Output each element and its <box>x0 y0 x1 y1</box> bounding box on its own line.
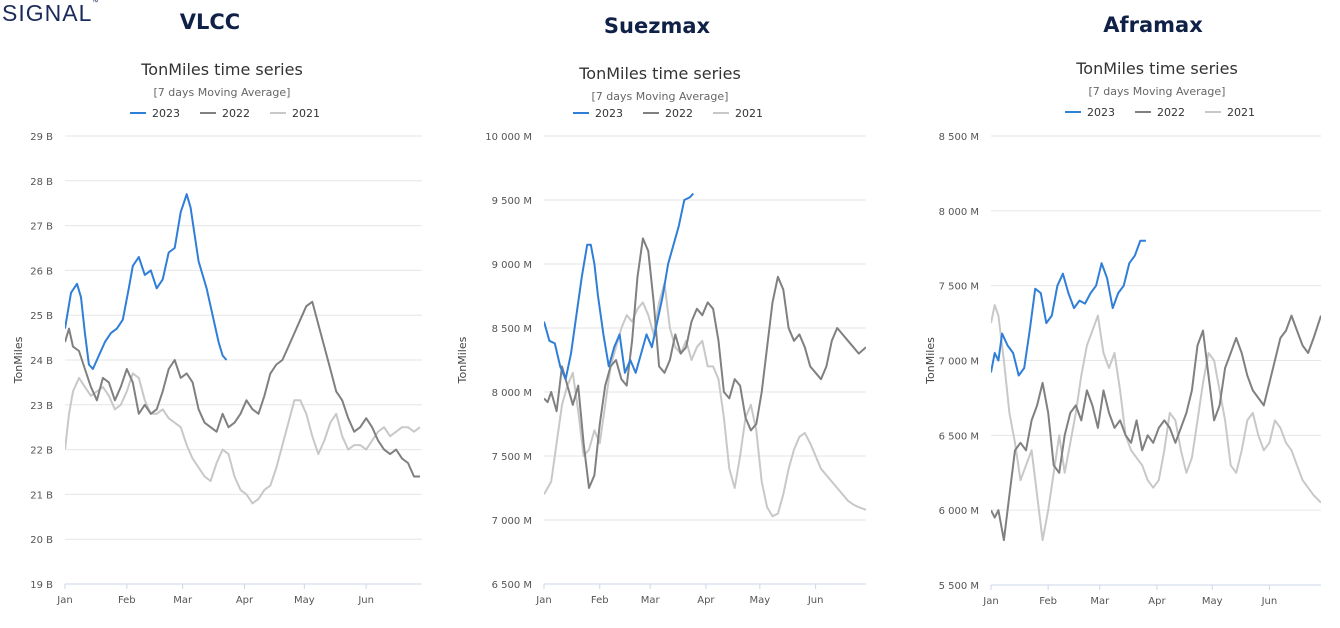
y-tick-label: 26 B <box>30 266 53 277</box>
x-tick-label: Mar <box>1090 596 1110 607</box>
y-tick-label: 7 500 M <box>939 282 979 293</box>
y-tick-label: 29 B <box>30 132 53 143</box>
series-line-2021[interactable] <box>991 304 1321 542</box>
legend-item-2023[interactable]: 2023 <box>573 107 623 120</box>
series-line-2022[interactable] <box>65 300 420 478</box>
legend-item-2021[interactable]: 2021 <box>270 107 320 120</box>
y-tick-label: 25 B <box>30 311 53 322</box>
y-tick-label: 8 000 M <box>939 207 979 218</box>
y-tick-label: 5 500 M <box>939 581 979 592</box>
chart-title: TonMiles time series <box>1075 59 1238 78</box>
legend-item-2023[interactable]: 2023 <box>130 107 180 120</box>
series-line-2022[interactable] <box>544 237 866 489</box>
legend-label: 2023 <box>152 107 180 120</box>
x-tick-label: May <box>294 595 315 606</box>
x-tick-label: Feb <box>1039 596 1057 607</box>
y-tick-label: 22 B <box>30 446 53 457</box>
vessel-title-suezmax: Suezmax <box>603 14 711 38</box>
legend-label: 2022 <box>665 107 693 120</box>
series-line-2023[interactable] <box>544 192 695 381</box>
legend-label: 2023 <box>1087 106 1115 119</box>
y-axis-title: TonMiles <box>456 336 469 384</box>
legend-item-2022[interactable]: 2022 <box>200 107 250 120</box>
y-tick-label: 27 B <box>30 222 53 233</box>
chart-panel-vlcc: TonMiles time series [7 days Moving Avera… <box>0 0 440 628</box>
legend-item-2023[interactable]: 2023 <box>1065 106 1115 119</box>
chart-aframax: TonMiles time series [7 days Moving Avera… <box>924 59 1321 607</box>
legend-item-2022[interactable]: 2022 <box>643 107 693 120</box>
vessel-title-vlcc: VLCC <box>179 10 241 34</box>
x-tick-label: Jan <box>982 596 998 607</box>
trademark-mark: ™ <box>92 0 100 6</box>
series-line-2023[interactable] <box>991 239 1146 377</box>
y-axis-title: TonMiles <box>12 336 25 384</box>
series-line-2021[interactable] <box>544 282 866 518</box>
y-tick-label: 9 500 M <box>492 196 532 207</box>
x-tick-label: Apr <box>1148 596 1166 607</box>
x-tick-label: Mar <box>641 595 661 606</box>
x-tick-label: Apr <box>697 595 715 606</box>
legend-label: 2022 <box>1157 106 1185 119</box>
chart-panel-aframax: TonMiles time series [7 days Moving Avera… <box>900 0 1335 628</box>
y-axis-title: TonMiles <box>924 337 937 385</box>
chart-title: TonMiles time series <box>140 60 303 79</box>
series-line-2022[interactable] <box>991 314 1321 542</box>
x-tick-label: Jun <box>807 595 824 606</box>
y-tick-label: 7 500 M <box>492 452 532 463</box>
legend-item-2021[interactable]: 2021 <box>1205 106 1255 119</box>
chart-subtitle: [7 days Moving Average] <box>1089 85 1226 98</box>
x-tick-label: Jun <box>357 595 374 606</box>
x-tick-label: Feb <box>591 595 609 606</box>
y-tick-label: 23 B <box>30 401 53 412</box>
x-tick-label: Feb <box>118 595 136 606</box>
y-tick-label: 6 000 M <box>939 506 979 517</box>
chart-subtitle: [7 days Moving Average] <box>592 90 729 103</box>
x-tick-label: Jun <box>1261 596 1278 607</box>
series-line-2021[interactable] <box>65 372 421 505</box>
x-tick-label: May <box>1202 596 1223 607</box>
chart-suezmax: TonMiles time series [7 days Moving Avera… <box>456 64 866 606</box>
x-tick-label: Jan <box>56 595 72 606</box>
y-tick-label: 20 B <box>30 535 53 546</box>
chart-title: TonMiles time series <box>578 64 741 83</box>
legend-label: 2023 <box>595 107 623 120</box>
legend-item-2021[interactable]: 2021 <box>713 107 763 120</box>
chart-panel-suezmax: TonMiles time series [7 days Moving Avera… <box>450 0 880 628</box>
signal-logo-text: SIGNAL <box>2 0 93 26</box>
legend-label: 2021 <box>735 107 763 120</box>
x-tick-label: Apr <box>236 595 254 606</box>
y-tick-label: 7 000 M <box>492 516 532 527</box>
y-tick-label: 10 000 M <box>485 132 532 143</box>
chart-vlcc: TonMiles time series [7 days Moving Avera… <box>12 60 422 606</box>
x-tick-label: May <box>750 595 771 606</box>
y-tick-label: 7 000 M <box>939 357 979 368</box>
series-line-2023[interactable] <box>65 193 228 370</box>
y-tick-label: 6 500 M <box>939 431 979 442</box>
y-tick-label: 19 B <box>30 580 53 591</box>
y-tick-label: 28 B <box>30 177 53 188</box>
legend-label: 2021 <box>292 107 320 120</box>
legend-label: 2021 <box>1227 106 1255 119</box>
y-tick-label: 6 500 M <box>492 580 532 591</box>
x-tick-label: Jan <box>535 595 551 606</box>
vessel-title-aframax: Aframax <box>1103 13 1203 37</box>
y-tick-label: 24 B <box>30 356 53 367</box>
y-tick-label: 8 500 M <box>939 132 979 143</box>
legend-item-2022[interactable]: 2022 <box>1135 106 1185 119</box>
y-tick-label: 9 000 M <box>492 260 532 271</box>
y-tick-label: 21 B <box>30 490 53 501</box>
y-tick-label: 8 000 M <box>492 388 532 399</box>
legend-label: 2022 <box>222 107 250 120</box>
x-tick-label: Mar <box>173 595 193 606</box>
chart-subtitle: [7 days Moving Average] <box>154 86 291 99</box>
y-tick-label: 8 500 M <box>492 324 532 335</box>
signal-logo: SIGNAL™ <box>2 0 114 26</box>
